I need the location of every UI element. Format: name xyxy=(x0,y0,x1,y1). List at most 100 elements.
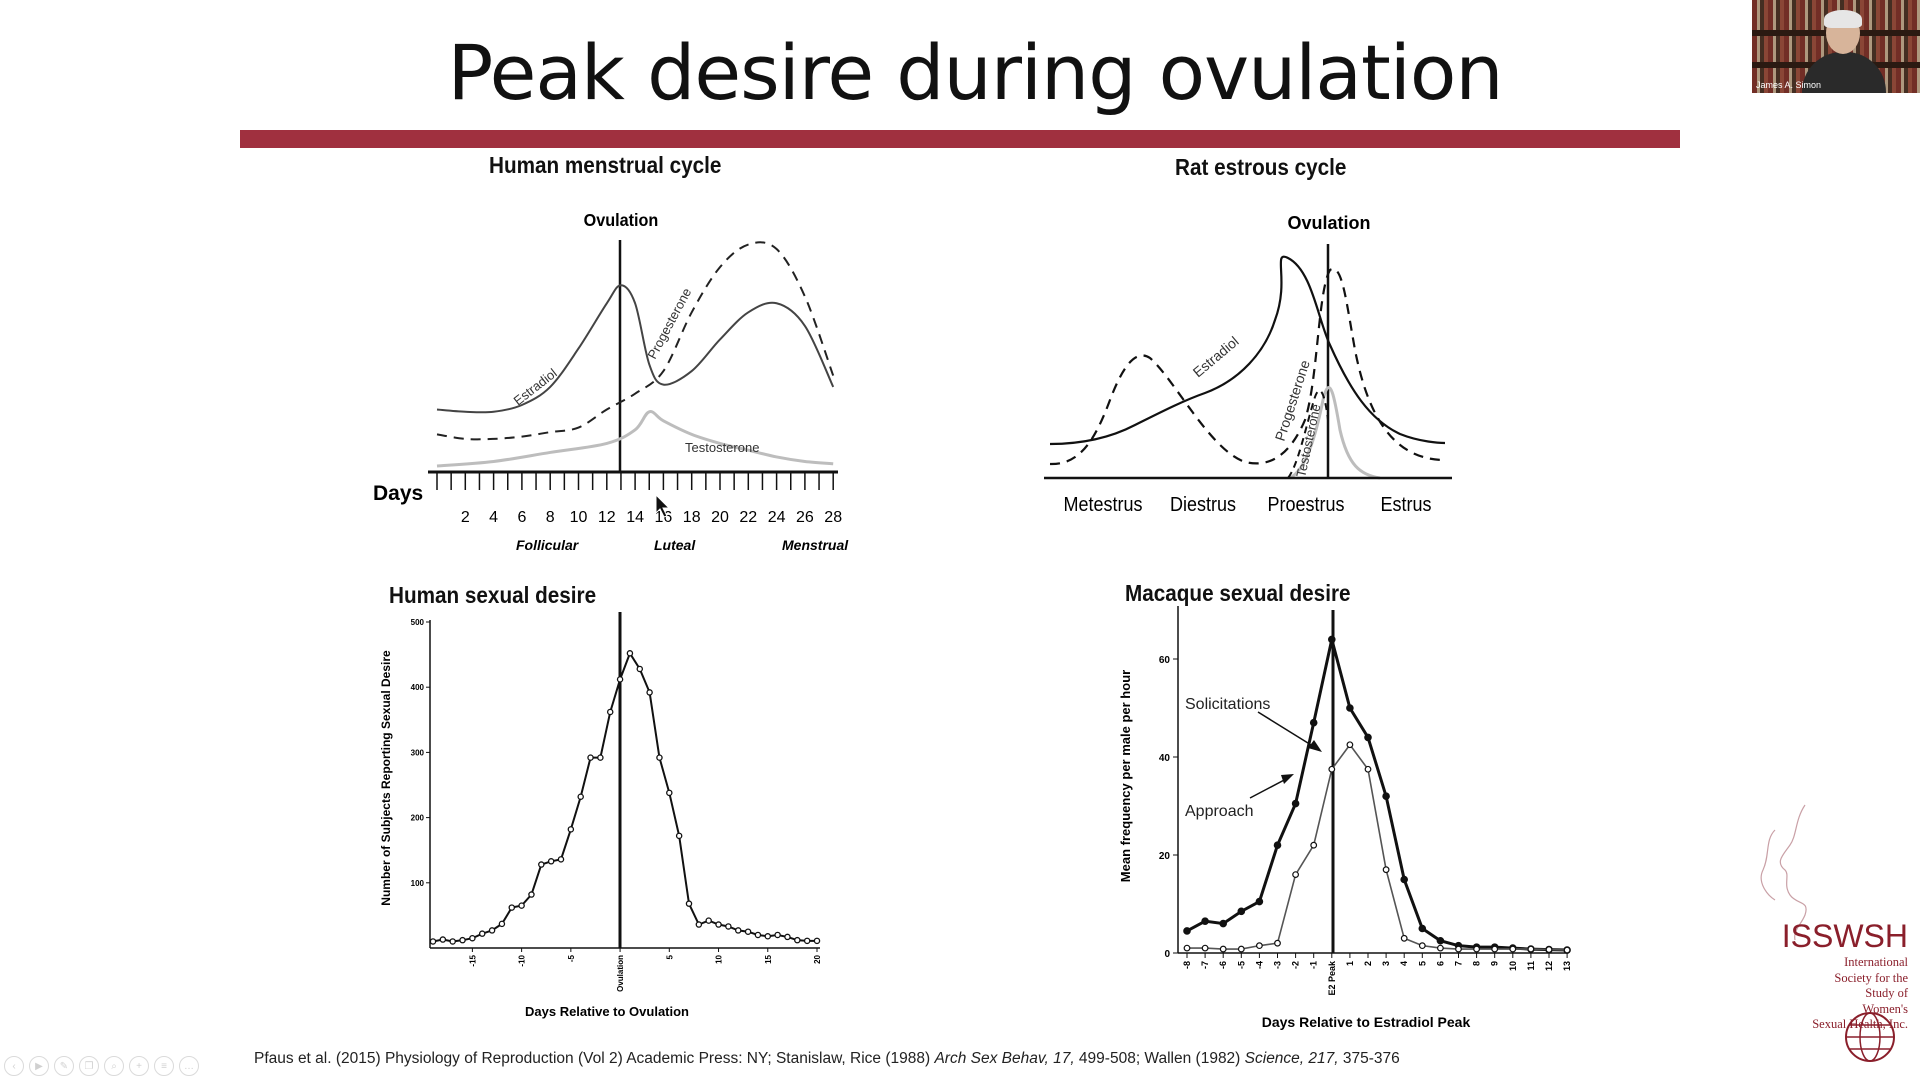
hd-point xyxy=(488,927,496,934)
mq-point xyxy=(1219,919,1228,928)
mq-point xyxy=(1328,765,1336,773)
mouse-cursor xyxy=(655,493,671,518)
mq-point xyxy=(1400,875,1409,884)
mq-x-ticks: -8 -7 -6 -5 -4 -3 -2 -1 E2 Peak 1 2 3 4 5 6 7 8 9 10 11 12 13 xyxy=(1182,953,1572,996)
mq-point xyxy=(1436,936,1445,945)
hd-ytick-label: 500 xyxy=(411,618,425,627)
speaker-video[interactable]: James A. Simon xyxy=(1752,0,1920,93)
mq-xtick-label: -3 xyxy=(1273,961,1283,969)
mq-xtick-label: 10 xyxy=(1508,961,1518,971)
pen-icon[interactable]: ✎ xyxy=(54,1056,74,1076)
presentation-toolbar[interactable]: ‹ ▶ ✎ ❐ ⌕ + ≡… xyxy=(4,1056,199,1076)
hd-point xyxy=(459,936,466,944)
day-tick-label: 10 xyxy=(570,509,588,526)
mq-point xyxy=(1527,945,1535,953)
day-tick-label: 2 xyxy=(461,509,470,526)
mq-point xyxy=(1183,944,1191,952)
day-tick-label: 24 xyxy=(768,509,786,526)
day-tick-label: 20 xyxy=(711,509,729,526)
hd-point xyxy=(498,920,506,928)
zoom-in-icon[interactable]: + xyxy=(129,1056,149,1076)
hd-x-ticks: -15 -10 -5 Ovulation 5 10 15 20 xyxy=(468,948,822,992)
hd-point xyxy=(557,856,565,863)
mq-point xyxy=(1455,945,1462,953)
play-icon[interactable]: ▶ xyxy=(29,1056,49,1076)
mq-point xyxy=(1436,944,1444,952)
mq-point xyxy=(1273,841,1282,850)
hd-point xyxy=(449,938,456,945)
citation-journal-1: Arch Sex Behav, 17, xyxy=(934,1050,1075,1067)
mq-point xyxy=(1346,704,1354,712)
mq-point xyxy=(1382,866,1390,874)
mq-xtick-label: -1 xyxy=(1309,961,1319,969)
days-label: Days xyxy=(373,482,423,505)
hd-point xyxy=(656,754,663,761)
hd-point xyxy=(774,931,781,939)
logo-description: International Society for the Study of W… xyxy=(1812,955,1908,1031)
mq-xtick-label: -7 xyxy=(1200,961,1210,969)
mq-point xyxy=(1255,942,1263,950)
mq-xtick-label: -8 xyxy=(1182,961,1192,969)
mq-point xyxy=(1509,945,1517,953)
isswsh-logo xyxy=(1760,804,1895,1062)
mq-point xyxy=(1237,945,1245,953)
hd-series xyxy=(429,650,821,945)
testosterone-label: Testosterone xyxy=(685,440,759,455)
hd-point xyxy=(803,937,811,945)
hd-y-ticks: 100 200 300 400 500 xyxy=(411,618,430,888)
hd-point xyxy=(666,789,673,797)
hd-point xyxy=(813,937,821,945)
hd-xtick-label: -15 xyxy=(468,954,477,966)
mq-xtick-label: 8 xyxy=(1472,961,1482,966)
mq-solicitations-arrow xyxy=(1257,711,1317,749)
hd-point xyxy=(439,936,447,943)
hd-point xyxy=(597,754,604,761)
hd-point xyxy=(606,708,614,716)
citation-text-2: 499-508; Wallen (1982) xyxy=(1074,1050,1245,1067)
copy-icon[interactable]: ❐ xyxy=(79,1056,99,1076)
hd-point xyxy=(538,861,545,868)
mq-xtick-label: 7 xyxy=(1454,961,1464,966)
zoom-icon[interactable]: ⌕ xyxy=(104,1056,124,1076)
hd-point xyxy=(725,923,732,930)
hd-point xyxy=(705,917,712,924)
rat-progesterone-curve xyxy=(1049,267,1446,466)
day-tick-label: 14 xyxy=(626,509,644,526)
day-tick-label: 26 xyxy=(796,509,814,526)
hd-point xyxy=(646,689,653,696)
rat-phase-label: Diestrus xyxy=(1170,494,1236,516)
hd-point xyxy=(528,891,535,898)
hd-point xyxy=(587,754,594,761)
citation-journal-2: Science, 217, xyxy=(1244,1050,1339,1067)
phase-menstrual: Menstrual xyxy=(782,537,849,553)
mq-ytick-label: 60 xyxy=(1159,655,1171,666)
human-cycle-title: Human menstrual cycle xyxy=(489,152,722,178)
mq-point xyxy=(1237,907,1246,916)
mq-point xyxy=(1309,718,1318,727)
human-desire-title: Human sexual desire xyxy=(389,582,597,608)
mq-ylabel: Mean frequency per male per hour xyxy=(1118,670,1133,882)
hd-point xyxy=(695,921,703,928)
hd-xtick-label: -10 xyxy=(518,954,527,966)
logo-text: ISSWSH International Society for the Stu… xyxy=(1772,918,1908,1033)
previous-icon[interactable]: ‹ xyxy=(4,1056,24,1076)
citation-text-3: 375-376 xyxy=(1338,1050,1400,1067)
slide-title: Peak desire during ovulation xyxy=(447,28,1503,117)
mq-point xyxy=(1201,944,1209,952)
rat-phase-label: Metestrus xyxy=(1064,494,1143,516)
estradiol-curve xyxy=(436,284,835,414)
mq-line xyxy=(1187,743,1568,951)
hd-point xyxy=(478,930,486,937)
phase-follicular: Follicular xyxy=(516,537,580,553)
testosterone-curve xyxy=(436,410,834,468)
mq-point xyxy=(1382,792,1390,801)
hd-point xyxy=(577,793,584,800)
rat-progesterone-inner-curve xyxy=(1287,389,1329,479)
hd-point xyxy=(734,927,742,934)
more-icon[interactable]: … xyxy=(179,1056,199,1076)
mq-xlabel: Days Relative to Estradiol Peak xyxy=(1262,1014,1471,1030)
menu-icon[interactable]: ≡ xyxy=(154,1056,174,1076)
